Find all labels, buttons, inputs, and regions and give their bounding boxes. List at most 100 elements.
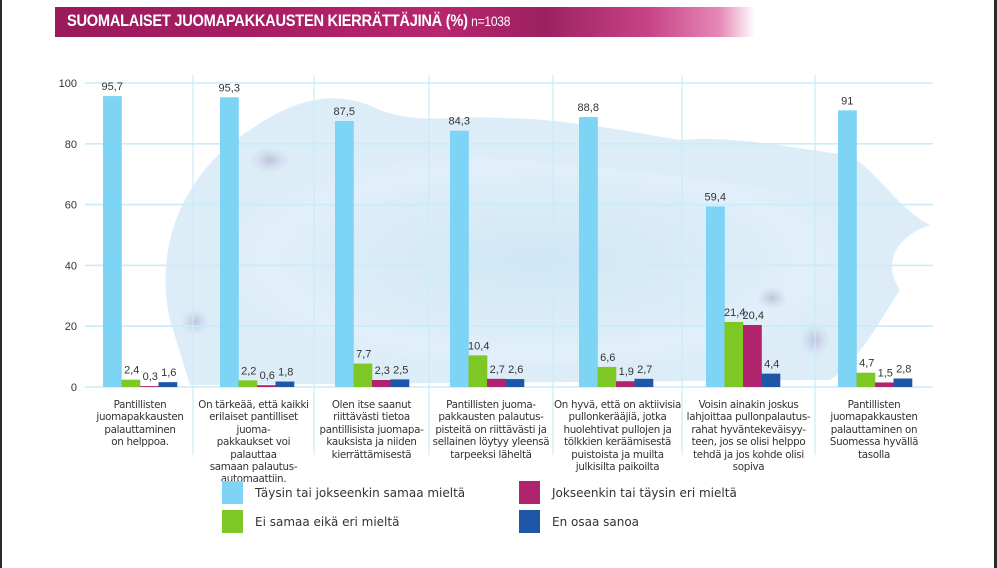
value-label: 2,7 (490, 364, 505, 376)
sample-size: n=1038 (471, 13, 511, 29)
category-label: On tärkeää, että kaikki erilaiset pantill… (193, 399, 314, 486)
bar (390, 379, 410, 387)
category-label-line: On tärkeää, että kaikki (198, 399, 309, 411)
bar (220, 97, 239, 388)
bar (372, 380, 391, 387)
category-label-line: palauttaminen on (830, 423, 918, 436)
category-label-line: pisteitä on riittävästi ja (435, 423, 547, 436)
bar (257, 385, 276, 387)
bar (875, 382, 894, 387)
category-label: Pantillisten juomapakkausten palauttaminen… (87, 399, 193, 449)
category-label-line: juomapakkausten (830, 411, 918, 424)
legend-label-neutral: Ei samaa eikä eri mieltä (255, 514, 400, 529)
chart-title: SUOMALAISET JUOMAPAKKAUSTEN KIERRÄTTÄJIN… (67, 11, 510, 31)
legend-label-agree: Täysin tai jokseenkin samaa mieltä (255, 485, 466, 500)
legend-swatch-agree (222, 481, 243, 504)
value-label: 2,5 (393, 364, 408, 376)
value-label: 6,6 (600, 352, 615, 364)
bar (616, 381, 635, 387)
bar (158, 382, 178, 387)
value-label: 1,6 (161, 367, 176, 379)
value-label: 2,2 (241, 365, 256, 377)
value-label: 2,4 (124, 365, 139, 377)
window-border-left (0, 0, 2, 568)
category-label-line: Suomessa hyvällä (829, 436, 919, 449)
category-label-line: sopiva (732, 461, 765, 474)
value-label: 10,4 (468, 340, 489, 352)
value-label: 2,6 (508, 364, 523, 376)
bar (743, 324, 762, 387)
bar (468, 355, 488, 387)
category-label-line: on helppoa. (111, 436, 169, 449)
bar (634, 378, 654, 387)
y-tick-label: 100 (59, 78, 77, 90)
category-label-line: sellainen löytyy yleensä (432, 436, 550, 449)
bar (856, 372, 876, 387)
value-label: 87,5 (334, 106, 355, 118)
category-label-line: riittävästi tietoa (333, 411, 410, 424)
bar (706, 206, 725, 387)
value-label: 91 (841, 95, 853, 107)
bar (487, 378, 506, 387)
legend-swatch-disagree (519, 481, 540, 504)
value-label: 7,7 (356, 349, 371, 361)
value-label: 59,4 (705, 191, 726, 203)
category-label: Pantillisten juoma-pakkausten palautus-p… (429, 399, 553, 461)
legend-item-dont-know: En osaa sanoa (519, 510, 639, 533)
category-label-line: huolehtivat pullojen ja (563, 423, 672, 436)
legend-item-agree: Täysin tai jokseenkin samaa mieltä (222, 481, 465, 504)
category-label-line: puistoista ja muilta (571, 448, 664, 461)
category-label-line: rahat hyväntekeväisyy- (691, 423, 806, 436)
category-label-line: Pantillisten juoma- (446, 399, 536, 411)
y-tick-label: 40 (65, 260, 77, 272)
bar (103, 96, 122, 388)
category-label-line: tehdä ja jos kohde olisi (693, 448, 804, 461)
category-label: Pantillisten juomapakkausten palauttaminen… (815, 399, 933, 461)
category-label-line: Olen itse saanut (331, 399, 412, 411)
category-label-line: pantillisista juomapa- (319, 423, 424, 436)
value-label: 1,9 (619, 366, 634, 378)
category-label: Olen itse saanut riittävästi tietoa pantil… (314, 399, 429, 461)
bar (505, 379, 525, 387)
value-label: 2,7 (637, 364, 652, 376)
category-label-line: palauttaminen (104, 423, 176, 436)
category-label-line: Pantillisten (847, 399, 901, 411)
y-tick-label: 60 (65, 200, 77, 212)
value-label: 0,6 (260, 370, 275, 382)
category-label: On hyvä, että on aktiivisia pullonkerääji… (553, 399, 682, 473)
bar (579, 117, 598, 387)
value-label: 1,8 (278, 367, 293, 379)
category-label-line: kierrättämisestä (331, 448, 412, 461)
chart-title-text: SUOMALAISET JUOMAPAKKAUSTEN KIERRÄTTÄJIN… (67, 11, 468, 30)
value-label: 1,5 (878, 367, 893, 379)
category-label-line: teen, jos se olisi helppo (691, 436, 806, 449)
category-label-line: Voisin ainakin joskus (698, 399, 799, 411)
legend-item-disagree: Jokseenkin tai täysin eri mieltä (519, 481, 737, 504)
bar (140, 386, 159, 387)
category-label-line: kauksista ja niiden (326, 436, 417, 449)
y-tick-label: 20 (65, 321, 77, 333)
category-label-line: pakkausten palautus- (438, 411, 544, 424)
bars (103, 96, 913, 388)
category-dividers (192, 75, 816, 455)
bar (724, 321, 744, 387)
category-label-line: tasolla (858, 448, 890, 461)
category-label-line: lahjoittaa pullonpalautus- (686, 411, 811, 424)
y-tick-label: 80 (65, 139, 77, 151)
category-label-line: erilaiset pantilliset juoma- (209, 411, 298, 436)
bar (597, 366, 617, 387)
category-label: Voisin ainakin joskus lahjoittaa pullonpa… (682, 399, 815, 473)
bar (335, 121, 354, 387)
category-label-line: samaan palautus- (209, 461, 298, 474)
bar (353, 363, 373, 387)
value-labels: 95,7 2,4 0,3 1,6 95,3 2,2 0,6 1,8 87,5 7,7 2,3 2,5 8… (102, 81, 912, 383)
title-banner: SUOMALAISET JUOMAPAKKAUSTEN KIERRÄTTÄJIN… (55, 7, 755, 37)
legend-item-neutral: Ei samaa eikä eri mieltä (222, 510, 399, 533)
value-label: 84,3 (449, 116, 470, 128)
category-label-line: julkisilta paikoilta (575, 461, 660, 474)
category-label-line: pakkaukset voi palauttaa (216, 436, 291, 461)
legend-swatch-dont-know (519, 510, 540, 533)
legend-label-disagree: Jokseenkin tai täysin eri mieltä (552, 485, 737, 500)
bar (238, 380, 258, 387)
